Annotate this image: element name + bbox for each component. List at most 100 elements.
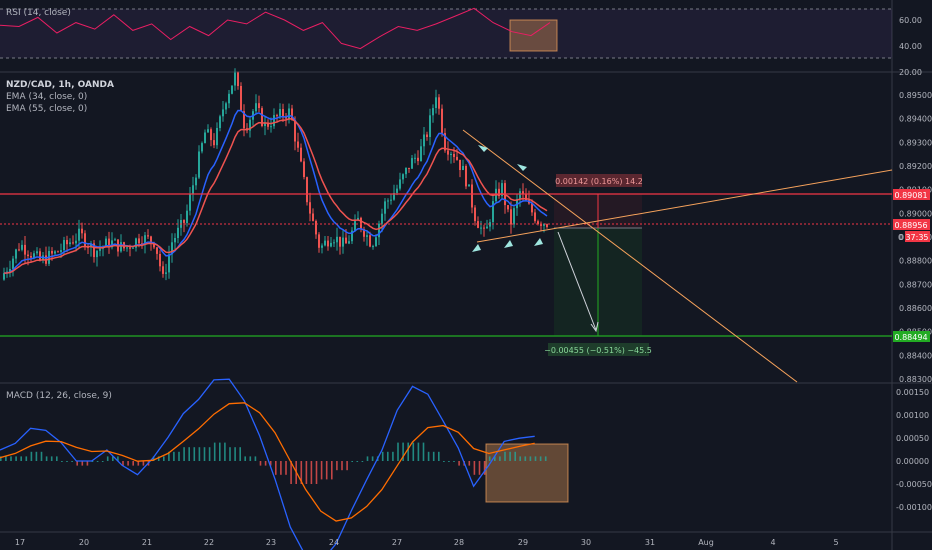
candle-body — [315, 221, 317, 235]
macd-hist-bar — [407, 442, 409, 461]
candle-body — [129, 247, 131, 249]
macd-hist-bar — [35, 451, 38, 461]
candle-body — [498, 188, 500, 196]
projection-arrowhead — [590, 321, 599, 333]
macd-hist-bar — [509, 451, 511, 461]
candle-body — [261, 108, 263, 126]
candle-body — [204, 132, 206, 144]
touch-arrow-1 — [478, 145, 488, 152]
candle-body — [222, 109, 224, 117]
candle-body — [273, 115, 275, 127]
measure-lower-label: −0.00455 (−0.51%) −45.5 — [544, 346, 652, 355]
candle-body — [450, 154, 452, 155]
time-tick-label: 28 — [454, 538, 464, 547]
price-tick-label: 0.88400 — [899, 351, 932, 360]
time-tick-label: 30 — [581, 538, 591, 547]
macd-hist-bar — [152, 456, 155, 461]
candle-body — [429, 115, 431, 137]
rsi-tick-label: 60.00 — [899, 16, 922, 25]
time-tick-label: 29 — [518, 538, 528, 547]
macd-hist-bar — [203, 447, 206, 461]
candle-body — [318, 234, 320, 248]
candle-body — [138, 238, 140, 244]
candle-body — [540, 224, 542, 226]
candle-body — [522, 191, 524, 194]
ascending-trendline[interactable] — [476, 169, 893, 243]
time-tick-label: 5 — [833, 538, 838, 547]
macd-hist-bar — [269, 461, 272, 466]
macd-hist-bar — [280, 461, 282, 475]
candle-body — [468, 184, 470, 187]
macd-hist-bar — [300, 461, 303, 484]
price-tick-label: 0.89400 — [899, 115, 932, 124]
candle-body — [456, 156, 458, 160]
candle-body — [153, 242, 155, 248]
candle-body — [363, 229, 365, 237]
macd-hist-bar — [244, 456, 246, 461]
candle-body — [30, 256, 32, 258]
price-tick-label: 0.88300 — [899, 375, 932, 384]
candle-body — [159, 254, 161, 267]
price-tick-label: 0.89300 — [899, 138, 932, 147]
candle-body — [150, 236, 152, 243]
time-tick-label: 22 — [204, 538, 214, 547]
candle-body — [24, 244, 26, 255]
candle-body — [327, 240, 329, 247]
measure-lower-badge — [548, 343, 649, 356]
candle-body — [249, 119, 251, 131]
projection-arrow[interactable] — [557, 231, 597, 331]
macd-hist-bar — [224, 442, 226, 461]
current-price-badge — [893, 219, 930, 230]
candle-body — [453, 154, 455, 157]
descending-trendline[interactable] — [462, 129, 798, 383]
macd-hist-bar — [5, 456, 7, 461]
target-price-label: 0.88494 — [894, 333, 927, 342]
macd-title: MACD (12, 26, close, 9) — [6, 391, 112, 401]
candle-body — [225, 103, 227, 110]
rsi-tick-label: 40.00 — [899, 42, 922, 51]
time-tick-label: 4 — [770, 538, 775, 547]
candle-body — [330, 242, 332, 247]
candle-body — [120, 242, 122, 252]
candle-body — [402, 174, 404, 180]
macd-hist-bar — [499, 456, 501, 461]
candle-body — [168, 254, 170, 273]
macd-hist-bar — [443, 461, 445, 462]
candle-body — [333, 242, 335, 244]
macd-hist-bar — [96, 461, 99, 462]
candle-body — [3, 273, 5, 280]
macd-hist-bar — [438, 451, 440, 461]
candle-body — [546, 224, 548, 228]
candle-body — [414, 157, 416, 159]
macd-hist-bar — [361, 461, 364, 462]
candle-body — [444, 133, 446, 151]
macd-hist-bar — [188, 447, 190, 461]
candle-body — [345, 237, 347, 244]
macd-hist-bar — [504, 451, 506, 461]
candle-body — [207, 129, 209, 133]
macd-histogram — [0, 442, 547, 484]
macd-hist-bar — [468, 461, 471, 466]
candle-body — [195, 177, 197, 186]
candle-body — [216, 128, 218, 146]
rsi-highlight-box[interactable] — [509, 19, 558, 52]
candle-body — [486, 226, 488, 229]
candle-body — [144, 235, 146, 245]
macd-hist-bar — [81, 461, 84, 466]
time-tick-label: 17 — [15, 538, 25, 547]
macd-hist-bar — [346, 461, 348, 471]
candle-body — [531, 203, 533, 213]
macd-hist-bar — [91, 461, 94, 462]
candle-body — [510, 209, 512, 225]
macd-hist-bar — [168, 451, 170, 461]
time-tick-label: 20 — [79, 538, 89, 547]
macd-hist-bar — [101, 461, 104, 462]
macd-hist-bar — [66, 461, 68, 462]
candle-body — [291, 108, 293, 120]
macd-highlight-box[interactable] — [485, 443, 569, 503]
candle-body — [435, 97, 437, 108]
candle-body — [339, 236, 341, 247]
macd-hist-bar — [106, 456, 109, 461]
candle-body — [357, 217, 359, 221]
